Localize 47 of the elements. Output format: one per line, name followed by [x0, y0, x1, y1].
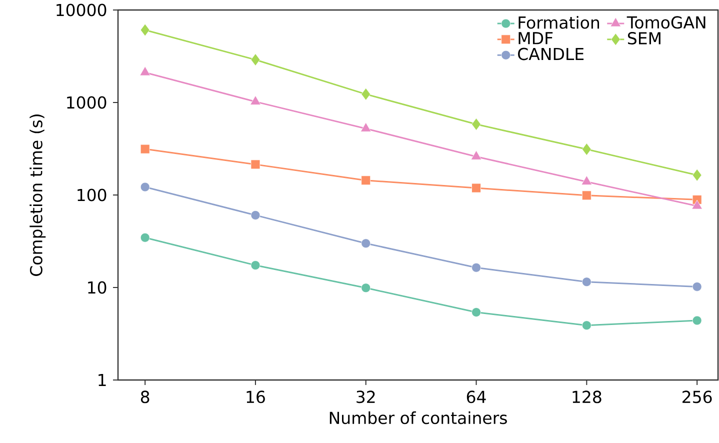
point [140, 182, 150, 192]
point [582, 190, 592, 200]
x-tick-label: 64 [466, 390, 486, 404]
legend-label: SEM [628, 32, 660, 45]
point [692, 282, 702, 292]
legend-label: CANDLE [518, 48, 584, 60]
point [361, 176, 371, 186]
y-tick-label: 10 [88, 281, 106, 294]
point [140, 144, 150, 154]
point [472, 308, 481, 317]
point [692, 168, 702, 182]
point [140, 232, 150, 242]
legend-label: TomoGAN [626, 16, 706, 29]
x-tick-label: 8 [140, 390, 150, 404]
point [472, 118, 481, 130]
point [470, 150, 482, 160]
point [250, 210, 260, 220]
point [250, 260, 260, 270]
point [582, 277, 592, 287]
x-tick-label: 16 [246, 390, 265, 404]
point [692, 316, 702, 326]
x-tick-label: 32 [356, 390, 375, 404]
point [582, 320, 592, 330]
point [361, 283, 371, 293]
point [360, 122, 372, 132]
y-tick-label: 1000 [67, 96, 106, 109]
x-axis-title: Number of containers [330, 411, 507, 424]
point [140, 24, 150, 36]
point [250, 96, 261, 105]
point [472, 183, 481, 193]
legend-label: MDF [518, 32, 553, 44]
x-tick-label: 256 [682, 390, 712, 404]
point [250, 160, 260, 170]
y-tick-label: 100 [78, 188, 106, 202]
y-tick-label: 10000 [56, 4, 106, 16]
point [361, 238, 371, 248]
legend-label: Formation [518, 16, 600, 29]
x-tick-label: 128 [572, 390, 602, 404]
y-tick-label: 1 [98, 374, 106, 386]
y-axis-title: Completion time (s) [30, 114, 46, 276]
point [692, 200, 702, 210]
point [361, 88, 371, 100]
point [472, 262, 481, 272]
point [140, 66, 150, 76]
point [581, 176, 592, 185]
point [250, 54, 260, 66]
point [582, 143, 592, 156]
